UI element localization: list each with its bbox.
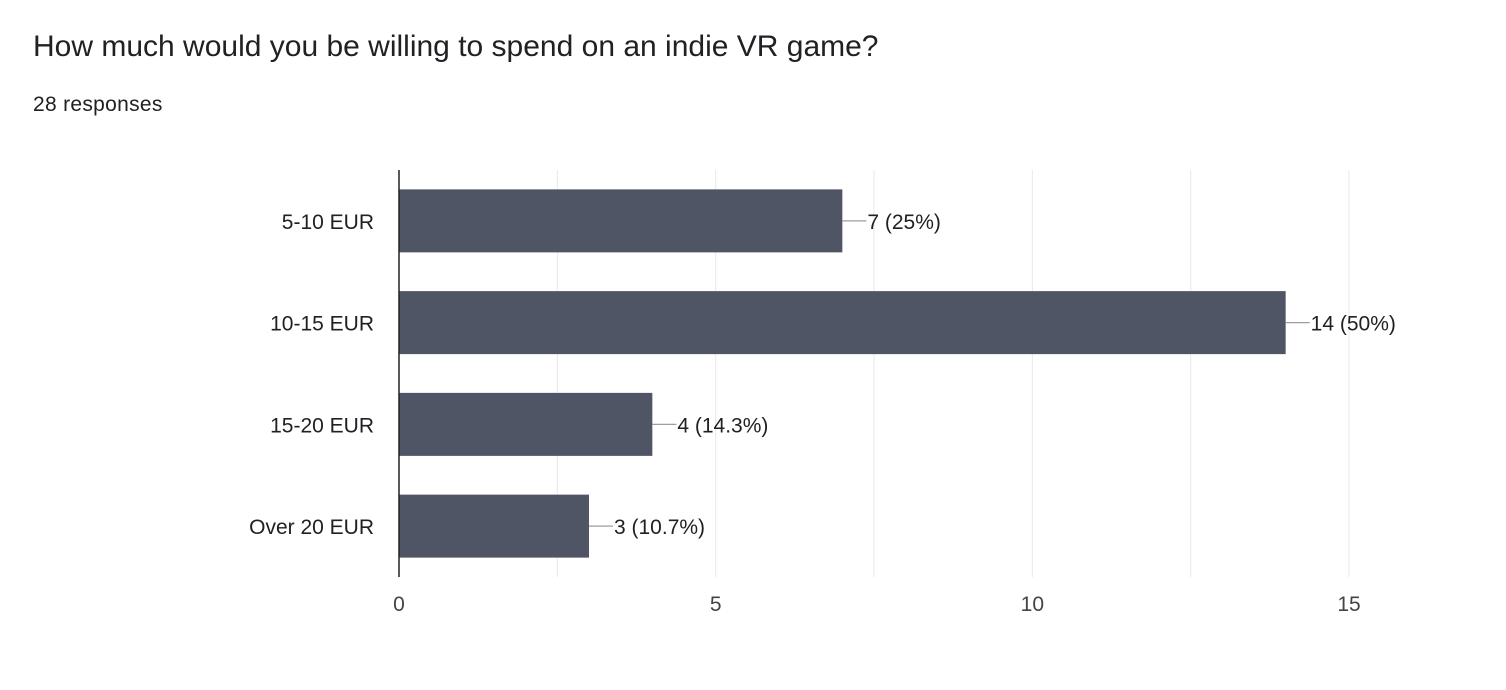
bar xyxy=(399,494,589,558)
chart-title: How much would you be willing to spend o… xyxy=(33,30,879,63)
response-count: 28 responses xyxy=(33,93,163,116)
x-tick-label: 5 xyxy=(710,593,722,616)
data-label: 3 (10.7%) xyxy=(614,516,705,539)
x-tick-label: 0 xyxy=(393,593,405,616)
category-label: 15-20 EUR xyxy=(270,414,374,437)
x-tick-label: 10 xyxy=(1021,593,1044,616)
data-label: 4 (14.3%) xyxy=(677,414,768,437)
data-label: 7 (25%) xyxy=(867,211,941,234)
bar xyxy=(399,291,1286,355)
category-label: Over 20 EUR xyxy=(249,516,374,539)
category-label: 10-15 EUR xyxy=(270,313,374,336)
category-label: 5-10 EUR xyxy=(282,211,374,234)
bar xyxy=(399,392,653,456)
data-label: 14 (50%) xyxy=(1311,313,1396,336)
x-tick-label: 15 xyxy=(1337,593,1360,616)
bar xyxy=(399,189,843,253)
